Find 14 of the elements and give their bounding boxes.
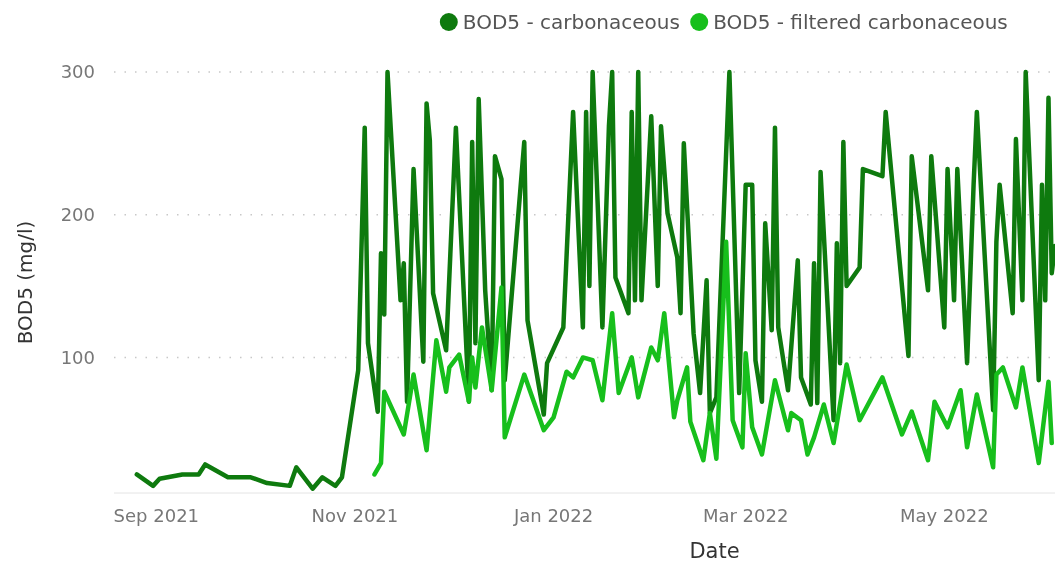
x-tick-label: Jan 2022 [512,505,594,526]
y-tick-label: 100 [60,346,95,368]
y-tick-label: 200 [60,204,95,226]
x-tick-label: Nov 2021 [311,505,399,526]
line-series [134,69,1055,491]
line-series [372,239,1054,477]
x-tick-label: Sep 2021 [113,505,200,526]
y-axis-title: BOD5 (mg/l) [13,220,37,345]
y-tick-label: 300 [60,61,95,83]
x-tick-label: Mar 2022 [702,505,789,526]
x-tick-label: May 2022 [899,505,989,526]
legend-label: BOD5 - carbonaceous [462,10,680,34]
x-axis-title: Date [689,539,740,563]
legend-label: BOD5 - filtered carbonaceous [713,10,1008,34]
